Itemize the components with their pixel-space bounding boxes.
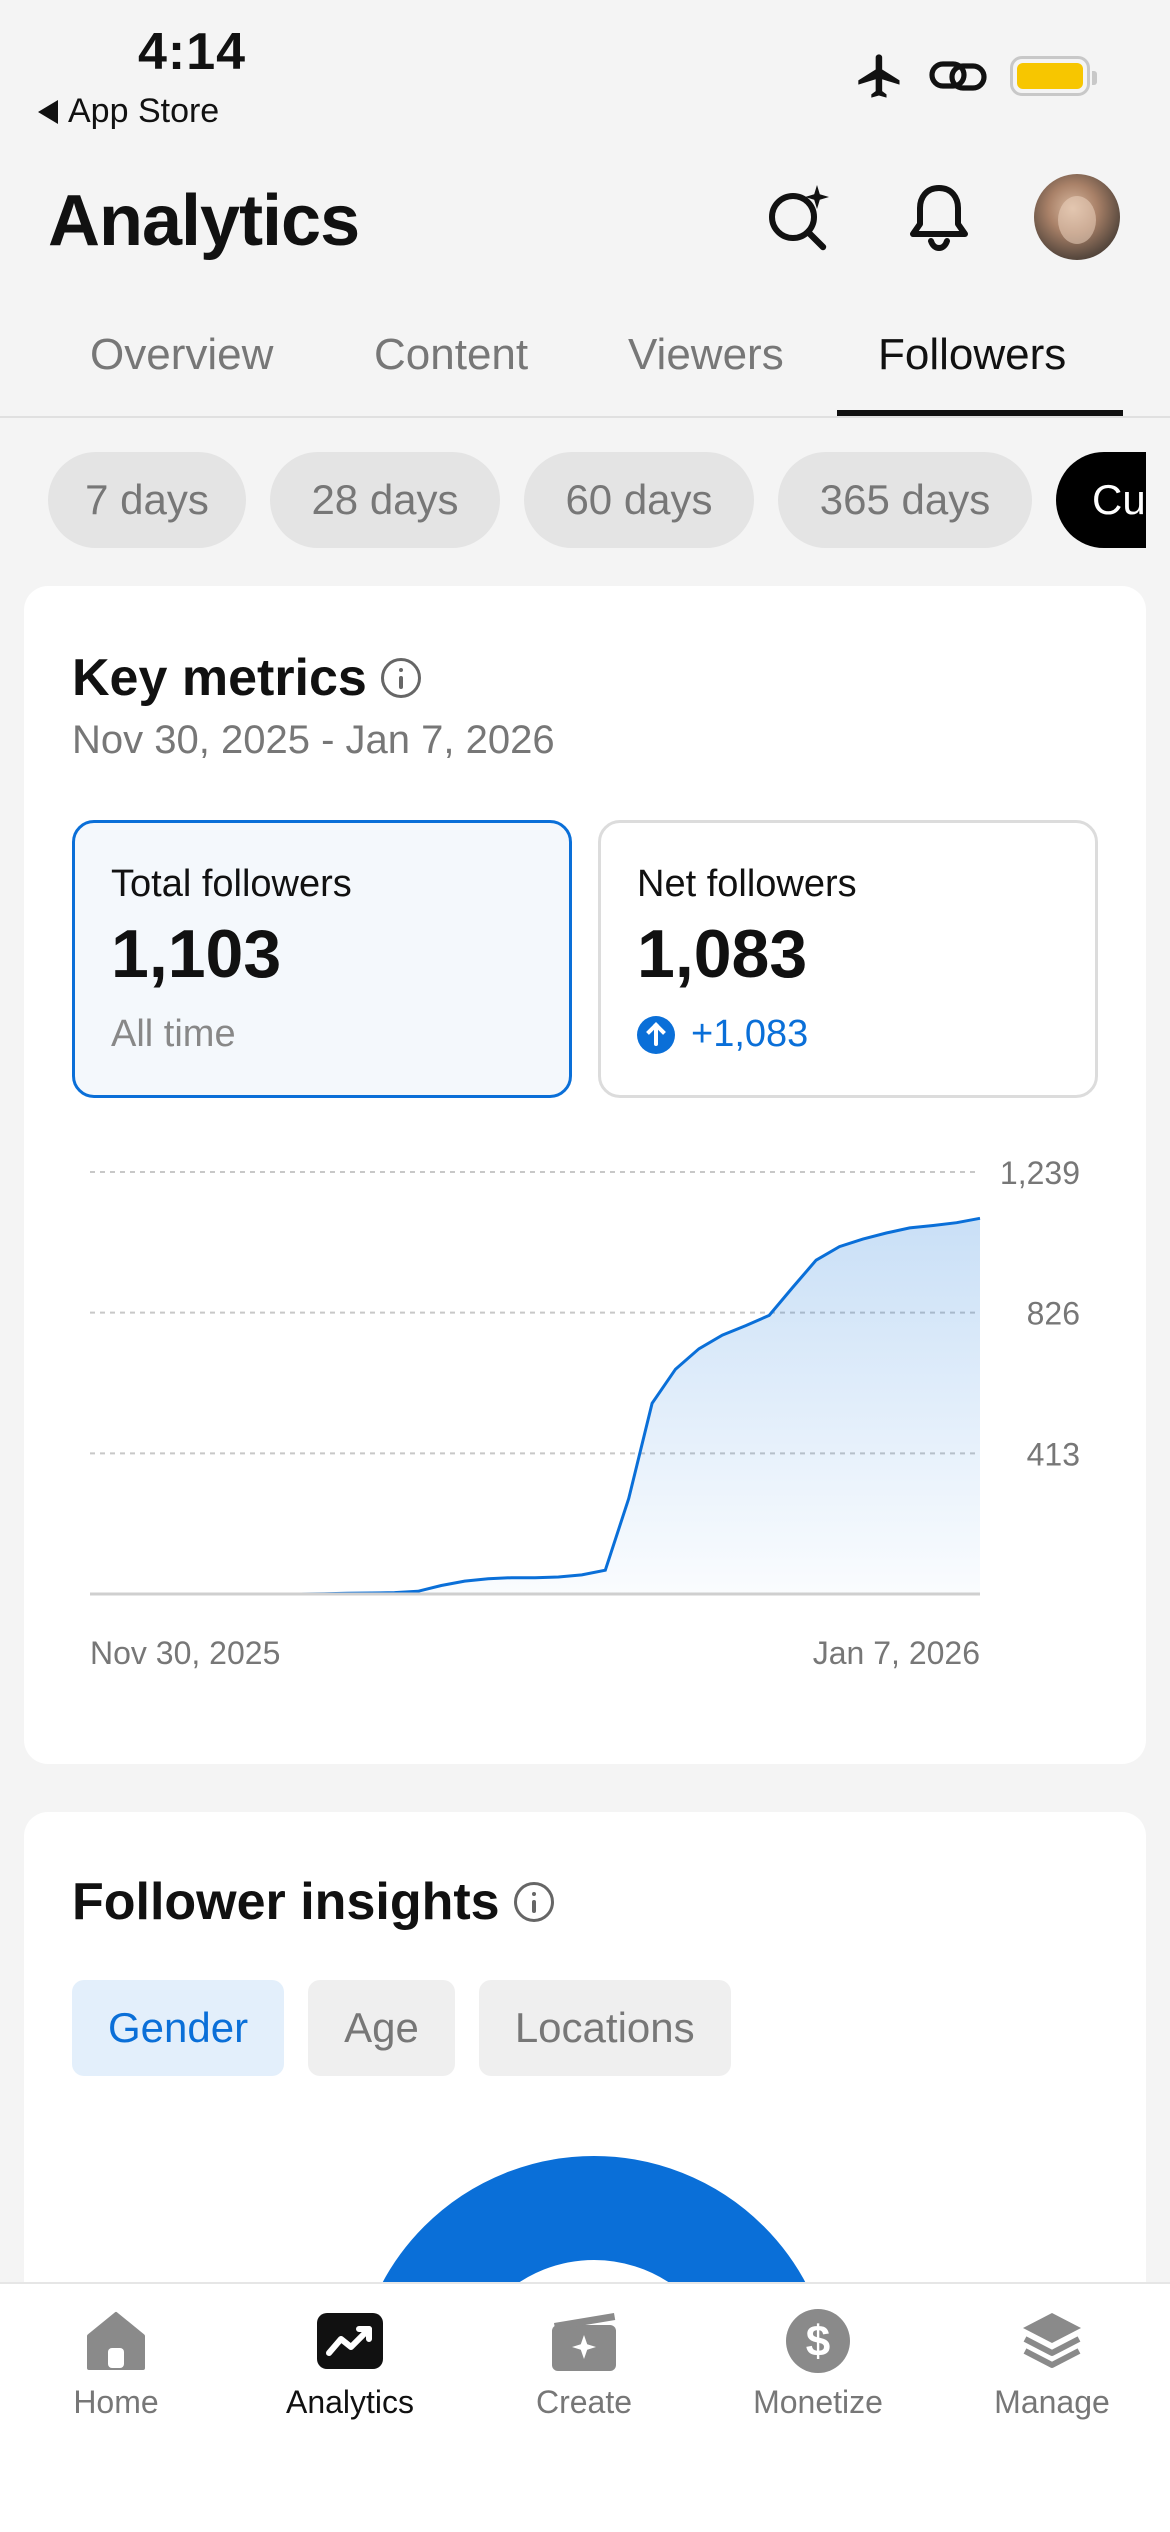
follower-insights-title: Follower insights: [72, 1873, 500, 1931]
total-followers-value: 1,103: [111, 916, 282, 992]
nav-manage-label: Manage: [994, 2384, 1110, 2420]
period-selector: 7 days 28 days 60 days 365 days Cu: [48, 452, 1146, 550]
area-fill: [300, 1218, 980, 1594]
x-tick-start: Nov 30, 2025: [90, 1635, 280, 1671]
active-tab-indicator: [837, 410, 1123, 416]
tab-overview[interactable]: Overview: [90, 330, 274, 379]
tab-viewers[interactable]: Viewers: [628, 330, 784, 379]
home-icon: [87, 2312, 145, 2370]
y-tick-label: 1,239: [1000, 1155, 1080, 1191]
bell-icon: [910, 185, 968, 252]
net-followers-value: 1,083: [637, 916, 808, 992]
nav-manage[interactable]: Manage: [952, 2306, 1152, 2421]
insight-tab-age[interactable]: Age: [308, 1980, 455, 2076]
followers-chart: 1,239 826 413 Nov 30, 2025 Jan 7, 2026: [24, 1126, 1146, 1686]
page-title: Analytics: [48, 181, 360, 261]
bottom-nav: Home Analytics Create $ Mon: [0, 2282, 1170, 2532]
create-icon: [552, 2313, 616, 2371]
info-icon[interactable]: [513, 1882, 554, 1922]
key-metrics-title: Key metrics: [72, 649, 367, 707]
status-bar: 4:14 App Store: [0, 0, 1170, 150]
avatar[interactable]: [1034, 174, 1120, 260]
period-7-days[interactable]: 7 days: [48, 452, 246, 548]
link-icon: [929, 61, 987, 91]
battery-icon: [1010, 56, 1097, 96]
insight-tabs: Gender Age Locations: [72, 1980, 731, 2076]
nav-create[interactable]: Create: [484, 2306, 684, 2421]
tab-followers[interactable]: Followers: [878, 330, 1067, 379]
date-range: Nov 30, 2025 - Jan 7, 2026: [72, 718, 555, 762]
insight-tab-gender[interactable]: Gender: [72, 1980, 285, 2076]
net-followers-change: +1,083: [637, 1013, 808, 1056]
status-icons: [854, 50, 1097, 102]
svg-text:$: $: [806, 2317, 830, 2366]
period-custom[interactable]: Cu: [1056, 452, 1146, 548]
series-line: [300, 1216, 981, 1596]
airplane-icon: [858, 54, 900, 98]
total-followers-label: Total followers: [111, 863, 352, 905]
nav-monetize-label: Monetize: [753, 2384, 883, 2420]
period-365-days[interactable]: 365 days: [778, 452, 1032, 548]
y-tick-label: 413: [1027, 1436, 1080, 1472]
period-60-days[interactable]: 60 days: [524, 452, 754, 548]
tab-content[interactable]: Content: [374, 330, 529, 379]
nav-home-label: Home: [73, 2384, 159, 2420]
net-followers-change-value: +1,083: [691, 1013, 809, 1055]
followers-chart-svg: 1,239 826 413 Nov 30, 2025 Jan 7, 2026: [90, 1155, 1080, 1671]
header-actions: [754, 172, 1120, 262]
y-tick-label: 826: [1027, 1296, 1080, 1332]
key-metrics-heading: Key metrics: [72, 648, 421, 708]
nav-monetize[interactable]: $ Monetize: [718, 2306, 918, 2421]
period-28-days[interactable]: 28 days: [270, 452, 500, 548]
net-followers-card[interactable]: Net followers 1,083 +1,083: [598, 820, 1098, 1098]
ai-search-button[interactable]: [754, 172, 844, 262]
x-tick-end: Jan 7, 2026: [813, 1635, 980, 1671]
total-followers-sub: All time: [111, 1013, 236, 1055]
insight-tab-locations[interactable]: Locations: [478, 1980, 731, 2076]
net-followers-label: Net followers: [637, 863, 857, 905]
dollar-icon: $: [786, 2309, 850, 2373]
total-followers-card[interactable]: Total followers 1,103 All time: [72, 820, 572, 1098]
analytics-tabs: Overview Content Viewers Followers: [0, 310, 1170, 418]
nav-analytics[interactable]: Analytics: [250, 2306, 450, 2421]
follower-insights-heading: Follower insights: [72, 1872, 554, 1932]
layers-icon: [1023, 2313, 1081, 2368]
info-icon[interactable]: [380, 658, 421, 698]
nav-analytics-label: Analytics: [285, 2384, 415, 2420]
notifications-button[interactable]: [894, 172, 984, 262]
arrow-up-icon: [637, 1015, 675, 1054]
battery-level: [1017, 63, 1083, 89]
status-time: 4:14: [138, 23, 247, 81]
back-arrow-icon: [38, 99, 58, 124]
back-to-app-store[interactable]: App Store: [38, 92, 219, 131]
key-metrics-card: Key metrics Nov 30, 2025 - Jan 7, 2026 T…: [24, 586, 1146, 1764]
nav-home[interactable]: Home: [16, 2306, 216, 2421]
nav-create-label: Create: [535, 2384, 633, 2420]
back-label: App Store: [68, 92, 220, 130]
ai-search-icon: [769, 185, 829, 251]
analytics-icon: [317, 2313, 383, 2369]
